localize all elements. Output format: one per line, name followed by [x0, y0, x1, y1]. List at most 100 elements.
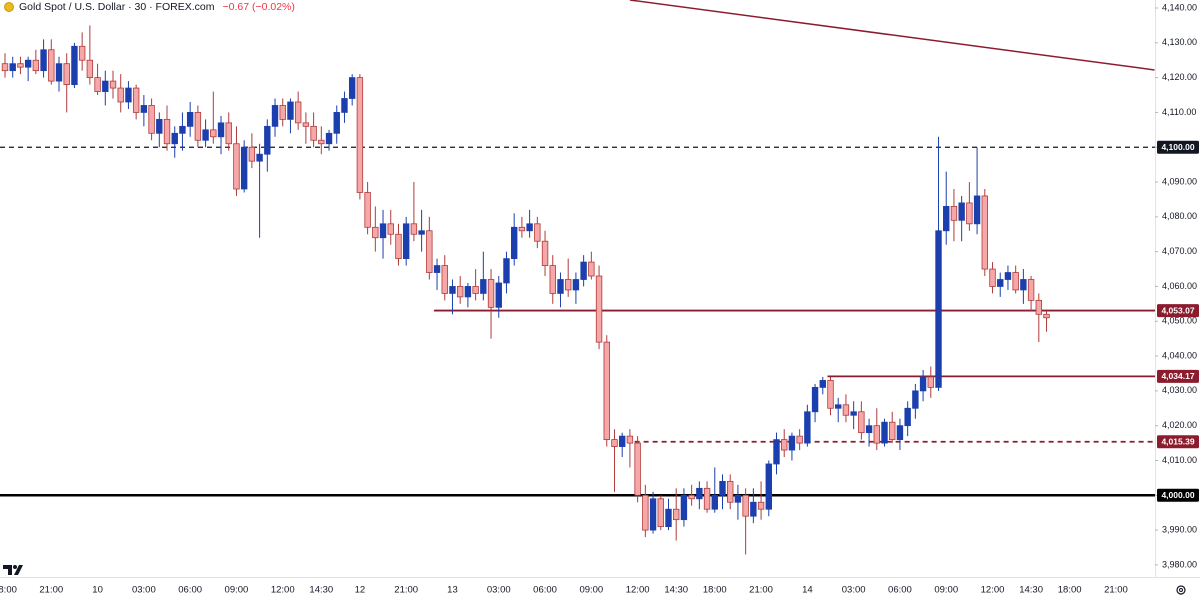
candle-body	[464, 286, 472, 298]
candle-body	[433, 265, 441, 273]
candle-body	[811, 386, 819, 413]
candle-body	[32, 59, 40, 72]
candle-body	[642, 494, 649, 531]
candle-body	[264, 125, 271, 155]
candle-body	[156, 118, 163, 134]
y-tick-label: 4,060.00	[1162, 281, 1197, 291]
candle-body	[318, 139, 325, 145]
x-tick-label: 18:00	[0, 585, 17, 596]
candle-body	[727, 480, 734, 503]
candle-body	[55, 63, 63, 82]
candle-body	[850, 411, 857, 416]
candle-body	[819, 380, 826, 388]
candle-body	[649, 498, 657, 531]
candle-body	[611, 439, 618, 447]
candle-body	[163, 118, 171, 145]
candle-body	[626, 435, 634, 444]
candle-body	[202, 129, 209, 141]
candle-body	[835, 404, 842, 409]
candle-body	[132, 87, 140, 113]
candle-body	[310, 125, 317, 141]
candle-body	[796, 435, 803, 444]
x-tick-label: 06:00	[533, 585, 557, 596]
candle-body	[40, 49, 47, 72]
x-tick-label: 21:00	[39, 585, 63, 596]
candle-body	[904, 407, 911, 427]
candle-body	[48, 49, 55, 82]
candle-body	[287, 101, 294, 120]
x-tick-label: 09:00	[934, 585, 958, 596]
x-tick-label: 09:00	[579, 585, 603, 596]
candle-body	[86, 59, 94, 79]
candle-body	[256, 153, 263, 162]
y-tick-label: 4,010.00	[1162, 455, 1197, 465]
candle-body	[1020, 279, 1027, 291]
candle-body	[688, 494, 695, 500]
level-label-box	[1157, 304, 1199, 318]
candle-body	[950, 206, 958, 221]
candle-body	[379, 223, 387, 239]
candle-body	[17, 63, 24, 68]
candle-body	[842, 404, 850, 416]
candle-body	[294, 101, 302, 124]
candle-body	[827, 380, 834, 409]
candle-body	[333, 112, 340, 134]
candle-body	[510, 226, 518, 260]
candle-body	[1043, 313, 1050, 319]
candle-body	[387, 223, 394, 235]
candle-body	[673, 508, 680, 521]
candle-body	[1, 63, 9, 72]
candle-body	[804, 411, 811, 444]
candle-body	[865, 425, 873, 434]
symbol-icon	[4, 2, 14, 12]
x-tick-label: 18:00	[1058, 585, 1082, 596]
x-tick-label: 12:00	[271, 585, 295, 596]
level-label-box	[1157, 488, 1199, 502]
candle-body	[449, 286, 456, 294]
trendline	[629, 0, 1155, 71]
candle-body	[781, 439, 788, 451]
y-tick-label: 4,030.00	[1162, 385, 1197, 395]
candle-body	[356, 77, 364, 193]
candle-body	[788, 435, 796, 451]
x-tick-label: 21:00	[394, 585, 418, 596]
candle-body	[503, 258, 510, 284]
candle-body	[773, 439, 780, 465]
candle-body	[526, 223, 533, 232]
level-label: 4,000.00	[1161, 490, 1194, 500]
candle-body	[194, 112, 202, 141]
candle-body	[889, 421, 896, 441]
candle-body	[63, 63, 70, 85]
candle-body	[858, 411, 865, 434]
settings-icon[interactable]	[1176, 585, 1186, 595]
x-tick-label: 03:00	[132, 585, 156, 596]
candle-body	[179, 125, 186, 134]
x-tick-label: 12	[355, 585, 366, 596]
candle-body	[927, 376, 934, 388]
x-tick-label: 10	[92, 585, 103, 596]
candle-body	[997, 279, 1004, 287]
candle-body	[233, 143, 240, 190]
candle-body	[24, 59, 32, 68]
candle-body	[402, 223, 410, 260]
candle-body	[665, 508, 672, 528]
candle-body	[757, 501, 765, 510]
level-label: 4,034.17	[1161, 371, 1194, 381]
candle-body	[696, 487, 703, 500]
candle-body	[534, 223, 541, 242]
candle-body	[9, 63, 16, 72]
candle-body	[1004, 272, 1012, 280]
x-tick-label: 06:00	[178, 585, 202, 596]
candle-body	[595, 275, 603, 343]
y-tick-label: 4,120.00	[1162, 72, 1197, 82]
candle-body	[703, 487, 711, 510]
candle-body	[271, 105, 279, 127]
candle-body	[248, 146, 256, 162]
candle-body	[912, 390, 919, 409]
candle-body	[711, 494, 718, 510]
candle-body	[125, 87, 132, 103]
y-tick-label: 3,990.00	[1162, 524, 1197, 534]
x-tick-label: 12:00	[626, 585, 650, 596]
candle-body	[541, 240, 549, 266]
